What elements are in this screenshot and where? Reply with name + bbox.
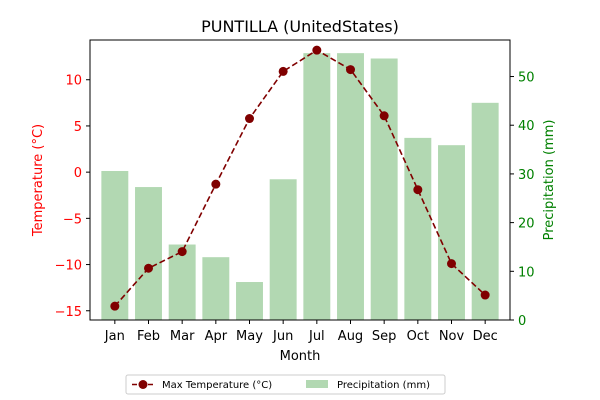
left-tick-label: 5 xyxy=(74,120,82,135)
x-axis-title: Month xyxy=(280,349,321,364)
x-tick-label: Apr xyxy=(205,329,228,344)
right-axis: 0 10 20 30 40 50 xyxy=(510,71,535,329)
x-tick-label: Sep xyxy=(372,329,397,344)
legend-bar-swatch xyxy=(306,380,328,388)
legend-label-temperature: Max Temperature (°C) xyxy=(162,380,272,391)
x-tick-label: Dec xyxy=(473,329,498,344)
precip-bar-oct xyxy=(404,137,432,320)
precip-bar-nov xyxy=(438,145,465,320)
temperature-point-jul xyxy=(312,45,322,55)
x-axis: Jan Feb Mar Apr May Jun Jul Aug Sep Oct Nov Dec xyxy=(104,320,498,344)
precip-bar-jul xyxy=(303,53,331,320)
x-tick-label: Jan xyxy=(104,329,125,344)
left-tick-label: 10 xyxy=(65,74,82,89)
x-tick-label: May xyxy=(236,329,263,344)
precip-bar-mar xyxy=(168,244,196,320)
precip-bar-aug xyxy=(337,53,364,320)
precip-bar-sep xyxy=(370,58,398,321)
left-tick-label: −10 xyxy=(55,259,82,274)
temperature-point-may xyxy=(245,114,254,124)
x-tick-label: Jun xyxy=(272,329,293,344)
x-tick-label: Oct xyxy=(407,329,429,344)
legend: Max Temperature (°C) Precipitation (mm) xyxy=(125,374,446,395)
temperature-point-oct xyxy=(413,185,423,195)
temperature-series-line xyxy=(114,49,486,307)
x-tick-label: Jul xyxy=(308,329,325,344)
precip-bar-jan xyxy=(101,170,129,320)
left-tick-label: −5 xyxy=(63,212,82,227)
temperature-point-apr xyxy=(211,179,221,189)
right-tick-label: 50 xyxy=(518,71,535,86)
temperature-point-sep xyxy=(379,111,389,121)
chart-title: PUNTILLA (UnitedStates) xyxy=(201,17,399,36)
precip-bar-feb xyxy=(135,187,162,320)
right-tick-label: 10 xyxy=(518,265,535,280)
x-tick-label: Aug xyxy=(338,329,363,344)
right-tick-label: 40 xyxy=(518,119,535,134)
legend-frame xyxy=(125,374,446,395)
x-tick-label: Feb xyxy=(137,329,160,344)
plot-frame xyxy=(89,39,511,321)
x-tick-label: Nov xyxy=(439,329,465,344)
precip-bar-may xyxy=(236,282,263,320)
temperature-point-jan xyxy=(110,301,120,311)
temperature-point-jun xyxy=(278,66,288,76)
precipitation-bars xyxy=(101,53,499,321)
precip-bar-dec xyxy=(471,102,499,321)
left-axis-title: Temperature (°C) xyxy=(31,124,46,237)
left-tick-label: 0 xyxy=(74,166,82,181)
legend-label-precipitation: Precipitation (mm) xyxy=(337,380,430,391)
x-tick-label: Mar xyxy=(170,329,195,344)
temperature-point-nov xyxy=(447,259,456,269)
legend-marker xyxy=(138,380,148,389)
right-axis-title: Precipitation (mm) xyxy=(542,120,557,241)
temperature-line xyxy=(110,45,490,311)
right-tick-label: 30 xyxy=(518,168,535,183)
left-tick-label: −15 xyxy=(55,305,82,320)
temperature-point-mar xyxy=(177,247,187,257)
temperature-point-feb xyxy=(144,263,153,273)
precip-bar-jun xyxy=(269,179,297,320)
precip-bar-apr xyxy=(202,257,230,320)
right-tick-label: 20 xyxy=(518,217,535,232)
temperature-point-aug xyxy=(346,65,355,75)
left-axis: −15 −10 −5 0 5 10 xyxy=(55,74,90,320)
temperature-point-dec xyxy=(480,290,490,300)
right-tick-label: 0 xyxy=(518,314,526,329)
